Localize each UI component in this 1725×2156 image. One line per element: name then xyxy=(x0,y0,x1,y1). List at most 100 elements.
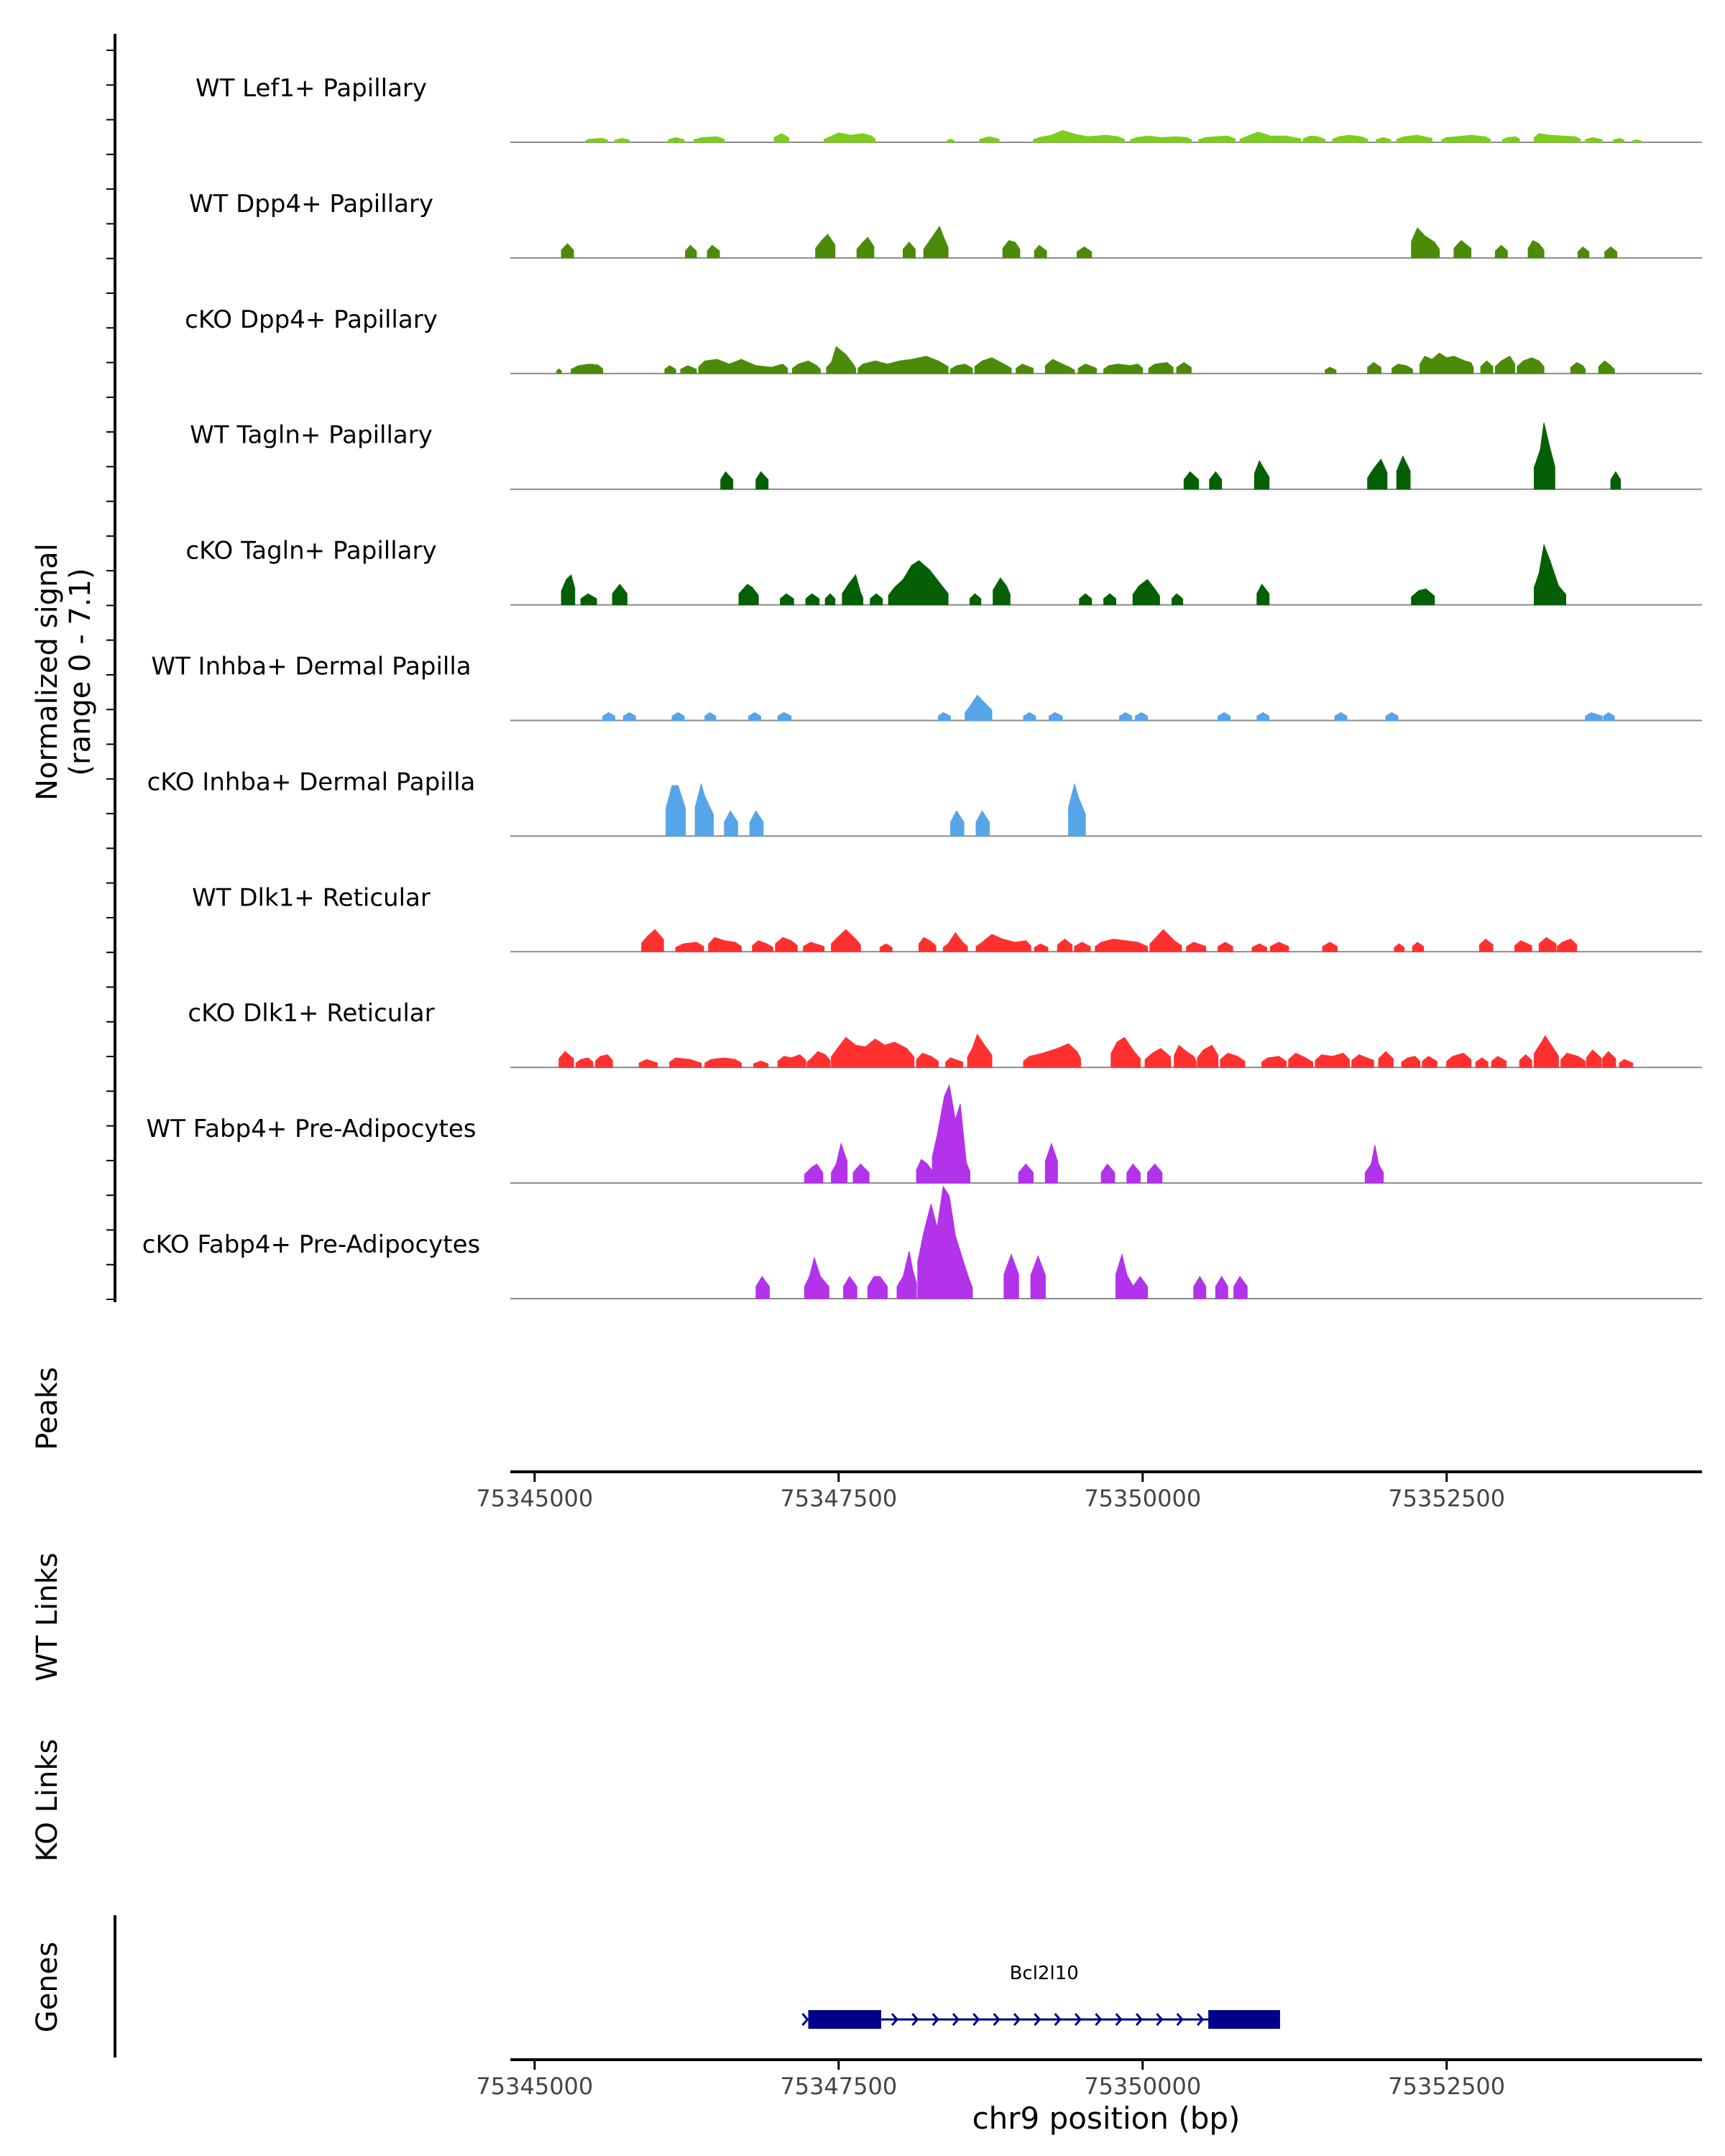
coverage-peak xyxy=(923,225,949,259)
coverage-peak xyxy=(888,560,949,606)
coverage-peak xyxy=(916,1052,939,1068)
coverage-peak xyxy=(753,1060,769,1068)
coverage-peak xyxy=(1034,244,1047,259)
coverage-peak xyxy=(1570,361,1586,374)
coverage-peak xyxy=(1376,137,1392,143)
coverage-peak xyxy=(1023,711,1036,721)
coverage-peak xyxy=(773,133,789,143)
coverage-peak xyxy=(1560,1052,1586,1068)
coverage-peak xyxy=(870,593,883,606)
coverage-peak xyxy=(1095,939,1148,952)
coverage-peak xyxy=(680,365,697,374)
coverage-peak xyxy=(671,711,685,721)
track-label: cKO Inhba+ Dermal Papilla xyxy=(147,768,476,796)
coverage-peak xyxy=(1147,1163,1163,1184)
coverage-peak xyxy=(1494,244,1508,259)
coverage-y-label: Normalized signal xyxy=(31,543,64,801)
coverage-peak xyxy=(1261,1056,1287,1068)
coverage-peak xyxy=(724,810,738,837)
coverage-peak xyxy=(1144,1048,1172,1068)
coverage-peak xyxy=(965,694,993,721)
coverage-peak xyxy=(1527,240,1545,259)
coverage-peak xyxy=(1003,1253,1019,1299)
coverage-peak xyxy=(1519,1054,1532,1068)
coverage-peak xyxy=(556,368,562,374)
peaks-y-label: Peaks xyxy=(31,1367,64,1450)
coverage-peak xyxy=(1186,941,1207,952)
coverage-peak xyxy=(558,1051,574,1068)
coverage-peak xyxy=(1396,134,1432,143)
coverage-peak xyxy=(1198,135,1236,143)
coverage-peak xyxy=(1604,246,1618,259)
strand-arrow xyxy=(972,2013,980,2026)
coverage-peak xyxy=(949,810,965,837)
coverage-peak xyxy=(815,234,836,259)
coverage-peak xyxy=(675,941,704,952)
coverage-peak xyxy=(1049,711,1063,721)
coverage-peak xyxy=(1209,471,1223,490)
coverage-peak xyxy=(903,241,916,259)
coverage-peak xyxy=(1183,471,1200,490)
wt-links-y-label: WT Links xyxy=(31,1552,64,1681)
coverage-peak xyxy=(1586,1049,1602,1068)
x-tick-label: 75347500 xyxy=(780,2073,897,2100)
coverage-peak xyxy=(970,593,982,606)
peaks-panel: Peaks 75345000 75347500 75350000 75352500 xyxy=(31,1367,1702,1512)
track-label: WT Tagln+ Papillary xyxy=(190,421,433,450)
coverage-peak xyxy=(669,1057,702,1068)
coverage-peak xyxy=(594,1054,613,1068)
coverage-peak xyxy=(804,1164,824,1184)
coverage-peak xyxy=(561,243,574,259)
coverage-peak xyxy=(708,936,742,952)
x-tick-label: 75345000 xyxy=(476,1485,593,1512)
coverage-track: WT Dlk1+ Reticular xyxy=(192,883,1702,953)
coverage-peak xyxy=(1239,132,1302,143)
coverage-peak xyxy=(1367,361,1381,374)
coverage-peak xyxy=(919,936,937,952)
coverage-peak xyxy=(805,593,820,606)
coverage-peak xyxy=(1334,711,1348,721)
peaks-x-ticks: 75345000 75347500 75350000 75352500 xyxy=(476,1472,1505,1512)
coverage-peak xyxy=(1619,1059,1634,1068)
coverage-track: cKO Tagln+ Papillary xyxy=(185,537,1702,606)
coverage-peak xyxy=(755,471,769,490)
coverage-peak xyxy=(752,940,773,952)
coverage-peak xyxy=(1401,1056,1420,1068)
coverage-peak xyxy=(1103,364,1144,374)
coverage-peak xyxy=(704,1057,742,1068)
coverage-peak xyxy=(1392,364,1413,374)
coverage-track: WT Fabp4+ Pre-Adipocytes xyxy=(147,1084,1702,1184)
coverage-peak xyxy=(1577,246,1590,259)
coverage-peak xyxy=(1557,939,1578,952)
coverage-peak xyxy=(1100,1163,1116,1184)
coverage-peak xyxy=(704,711,717,721)
coverage-peak xyxy=(942,932,968,952)
coverage-peak xyxy=(1453,240,1472,259)
coverage-peak xyxy=(720,471,734,490)
coverage-peak xyxy=(1218,941,1233,952)
coverage-track: cKO Inhba+ Dermal Papilla xyxy=(147,768,1702,837)
coverage-peak xyxy=(1364,1145,1384,1184)
coverage-peak xyxy=(975,810,990,837)
x-tick-label: 75350000 xyxy=(1084,1485,1201,1512)
coverage-peak xyxy=(1044,1142,1058,1184)
coverage-y-ticks xyxy=(106,50,115,1300)
coverage-peak xyxy=(777,711,792,721)
coverage-peak xyxy=(1233,1276,1248,1299)
wt-links-panel: WT Links xyxy=(31,1552,64,1681)
coverage-track: cKO Dpp4+ Papillary xyxy=(185,305,1702,374)
coverage-peak xyxy=(685,244,697,259)
coverage-peak xyxy=(945,1057,963,1068)
coverage-peak xyxy=(842,573,864,606)
coverage-peak xyxy=(1322,941,1338,952)
coverage-peak xyxy=(967,1033,993,1068)
coverage-peak xyxy=(1030,1255,1046,1299)
coverage-peak xyxy=(1585,137,1603,143)
coverage-peak xyxy=(1534,543,1566,606)
coverage-peak xyxy=(1174,1044,1197,1068)
coverage-peak xyxy=(666,785,686,837)
coverage-peak xyxy=(777,1054,806,1068)
coverage-peak xyxy=(1394,943,1404,952)
coverage-peak xyxy=(1315,1052,1350,1068)
coverage-peak xyxy=(852,1163,870,1184)
